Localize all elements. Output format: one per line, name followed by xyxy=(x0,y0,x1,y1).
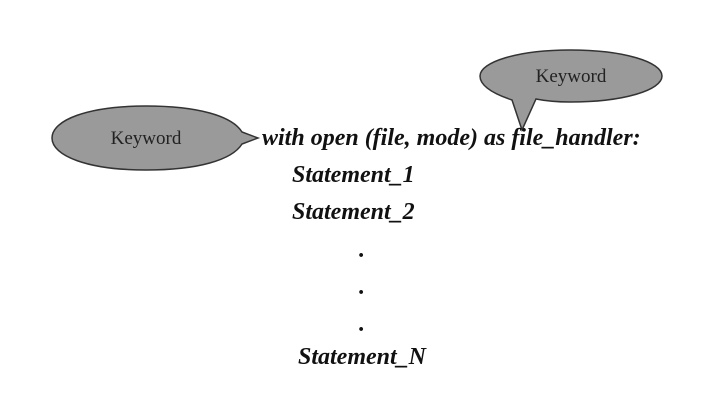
code-statement-n: Statement_N xyxy=(298,344,427,370)
keyword-callout-right: Keyword xyxy=(479,49,663,133)
keyword-callout-left: Keyword xyxy=(51,105,261,171)
code-ellipsis-dot-3: . xyxy=(359,311,365,337)
code-statement-2: Statement_2 xyxy=(292,199,415,225)
callout-right-label: Keyword xyxy=(536,66,607,87)
callout-left-label: Keyword xyxy=(111,128,182,149)
callout-right-bubble xyxy=(479,49,663,133)
callout-left-bubble xyxy=(51,105,261,171)
code-line-with-open: with open (file, mode) as file_handler: xyxy=(262,125,641,151)
code-ellipsis-dot-1: . xyxy=(359,237,365,263)
code-statement-1: Statement_1 xyxy=(292,162,415,188)
code-ellipsis-dot-2: . xyxy=(359,274,365,300)
